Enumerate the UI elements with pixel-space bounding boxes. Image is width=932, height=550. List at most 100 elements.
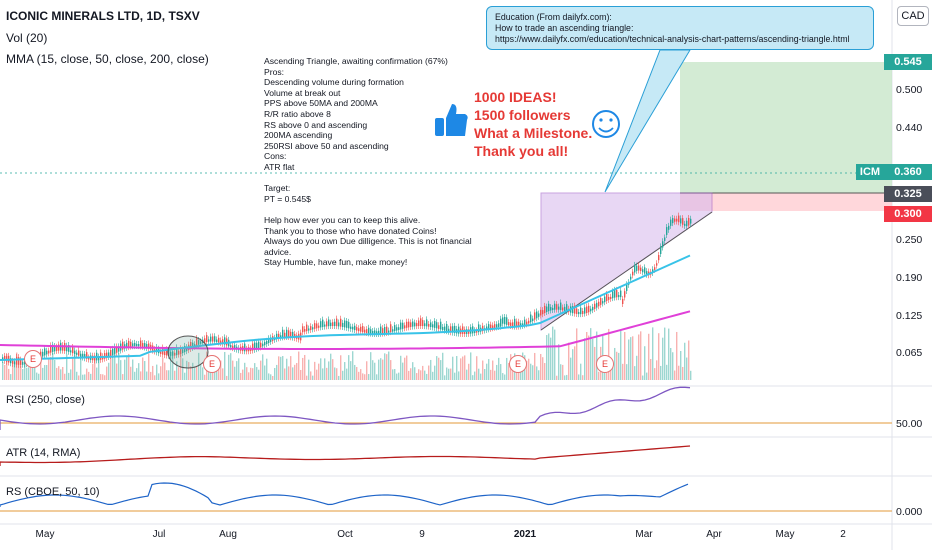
candle-body: [330, 322, 332, 327]
volume-bar: [170, 352, 172, 380]
earnings-marker[interactable]: E: [509, 355, 527, 373]
volume-bar: [72, 358, 74, 380]
volume-bar: [266, 358, 268, 380]
candle-body: [18, 357, 20, 365]
volume-bar: [446, 367, 448, 380]
volume-bar: [402, 362, 404, 380]
candle-body: [582, 310, 584, 314]
candle-body: [74, 350, 76, 355]
volume-bar: [156, 364, 158, 380]
candle-body: [592, 306, 594, 311]
candle-body: [210, 336, 212, 342]
volume-bar: [292, 367, 294, 380]
candle-body: [344, 320, 346, 328]
volume-bar: [168, 370, 170, 380]
candle-body: [208, 339, 210, 342]
volume-bar: [622, 363, 624, 380]
candle-body: [560, 302, 562, 310]
volume-bar: [308, 359, 310, 380]
volume-bar: [552, 326, 554, 380]
candle-body: [428, 323, 430, 327]
candle-body: [652, 269, 654, 273]
candle-body: [424, 323, 426, 327]
volume-bar: [400, 355, 402, 380]
chart-title: ICONIC MINERALS LTD, 1D, TSXV: [6, 9, 200, 23]
volume-bar: [436, 356, 438, 380]
volume-bar: [52, 352, 54, 380]
x-tick-label: Aug: [219, 529, 237, 540]
volume-bar: [188, 362, 190, 380]
volume-bar: [566, 374, 568, 380]
candle-body: [270, 337, 272, 342]
volume-bar: [368, 374, 370, 380]
volume-bar: [630, 337, 632, 380]
volume-bar: [374, 362, 376, 380]
candle-body: [380, 326, 382, 334]
volume-bar: [66, 354, 68, 380]
earnings-marker[interactable]: E: [596, 355, 614, 373]
volume-bar: [210, 372, 212, 380]
earnings-marker[interactable]: E: [24, 350, 42, 368]
candle-body: [438, 325, 440, 329]
candle-body: [580, 307, 582, 315]
volume-bar: [362, 373, 364, 380]
candle-body: [350, 326, 352, 329]
volume-bar: [48, 357, 50, 380]
candle-body: [316, 323, 318, 329]
volume-bar: [390, 360, 392, 380]
entry-price-badge: 0.325: [884, 186, 932, 202]
earnings-marker[interactable]: E: [203, 355, 221, 373]
volume-bar: [148, 353, 150, 380]
volume-bar: [480, 373, 482, 380]
volume-bar: [388, 351, 390, 380]
candle-body: [444, 326, 446, 331]
volume-bar: [574, 346, 576, 380]
candle-body: [394, 325, 396, 332]
candle-body: [318, 325, 320, 328]
volume-bar: [534, 352, 536, 380]
volume-bar: [634, 366, 636, 380]
candle-body: [690, 218, 692, 224]
candle-body: [400, 322, 402, 330]
candle-body: [356, 327, 358, 331]
volume-bar: [24, 364, 26, 380]
currency-button[interactable]: CAD: [897, 6, 929, 26]
candle-body: [336, 318, 338, 327]
volume-bar: [44, 365, 46, 380]
candle-body: [338, 322, 340, 327]
volume-bar: [54, 359, 56, 380]
volume-bar: [284, 368, 286, 380]
volume-bar: [594, 346, 596, 380]
candle-body: [514, 318, 516, 327]
candle-body: [346, 321, 348, 328]
volume-bar: [382, 359, 384, 380]
volume-bar: [438, 357, 440, 380]
volume-bar: [120, 360, 122, 380]
volume-bar: [348, 355, 350, 380]
candle-body: [494, 324, 496, 328]
candle-body: [352, 326, 354, 330]
candle-body: [476, 330, 478, 333]
candle-body: [512, 322, 514, 327]
candle-body: [626, 284, 628, 291]
volume-bar: [262, 354, 264, 380]
rs-level-label: 0.000: [896, 506, 923, 518]
volume-bar: [458, 371, 460, 380]
candle-body: [196, 338, 198, 346]
volume-bar: [498, 357, 500, 380]
volume-bar: [454, 372, 456, 380]
volume-bar: [466, 369, 468, 380]
volume-bar: [620, 330, 622, 380]
candle-body: [320, 321, 322, 328]
volume-bar: [504, 374, 506, 380]
thumbs-up-icon: [446, 104, 468, 136]
candle-body: [606, 294, 608, 301]
candle-body: [366, 329, 368, 334]
candle-body: [182, 349, 184, 354]
candle-body: [244, 343, 246, 352]
candle-body: [498, 323, 500, 327]
volume-bar: [216, 363, 218, 380]
volume-bar: [418, 369, 420, 380]
